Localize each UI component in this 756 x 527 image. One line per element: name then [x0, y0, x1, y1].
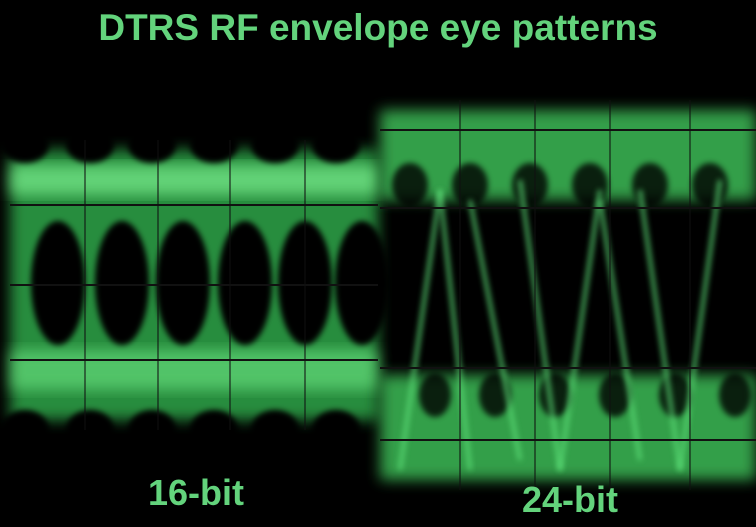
- trace: [638, 189, 682, 471]
- eye-notch: [251, 127, 299, 163]
- eye-notch: [251, 410, 299, 450]
- eye-notch: [659, 373, 691, 417]
- eye-opening: [218, 221, 272, 345]
- eye-notch: [312, 127, 360, 163]
- panel-label: 16-bit: [148, 472, 244, 513]
- eye-notch: [66, 127, 114, 163]
- eye-24bit: [380, 110, 756, 480]
- panel-label: 24-bit: [522, 479, 618, 520]
- eye-notch: [539, 373, 571, 417]
- eye-notch: [128, 127, 176, 163]
- glow-core: [10, 350, 378, 390]
- eye-notch: [599, 373, 631, 417]
- eye-notch: [190, 127, 238, 163]
- trace: [678, 179, 722, 471]
- eye-notch: [1, 410, 49, 450]
- trace: [398, 189, 442, 471]
- eye-notch: [190, 410, 238, 450]
- graticule: [10, 100, 756, 490]
- eye-notch: [312, 410, 360, 450]
- eye-notch: [479, 373, 511, 417]
- eye-notch: [419, 373, 451, 417]
- eye-notch: [452, 163, 488, 207]
- title: DTRS RF envelope eye patterns: [98, 7, 657, 48]
- eye-notch: [632, 163, 668, 207]
- trace: [598, 199, 642, 461]
- eye-opening: [156, 221, 210, 345]
- trace: [438, 189, 472, 471]
- glow-core: [10, 165, 378, 195]
- eye-notch: [719, 373, 751, 417]
- eye-notch: [512, 163, 548, 207]
- trace: [518, 179, 562, 471]
- eye-16bit: [1, 127, 389, 450]
- trace: [558, 189, 602, 471]
- eye-notch: [128, 410, 176, 450]
- trace: [468, 199, 522, 461]
- eye-opening: [95, 221, 149, 345]
- eye-opening: [335, 221, 389, 345]
- eye-notch: [692, 163, 728, 207]
- eye-notch: [66, 410, 114, 450]
- eye-notch: [392, 163, 428, 207]
- eye-notch: [572, 163, 608, 207]
- eye-opening: [31, 221, 85, 345]
- eye-notch: [1, 127, 49, 163]
